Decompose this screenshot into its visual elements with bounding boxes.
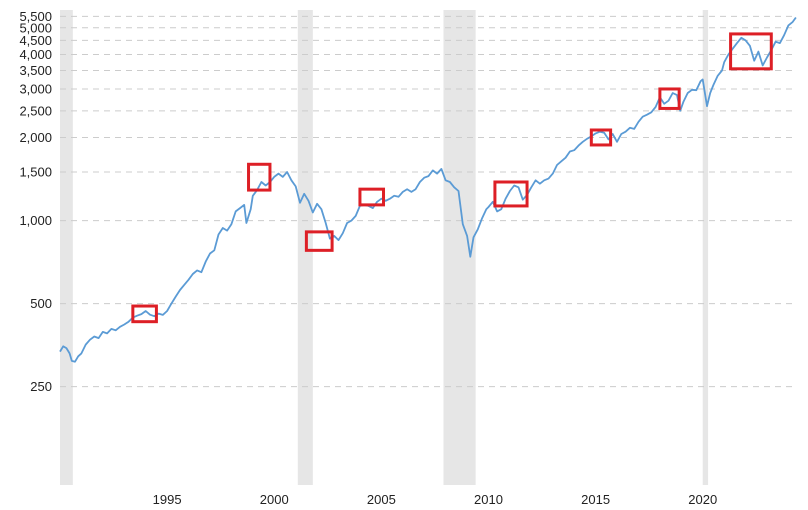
recession-band-3 (702, 10, 709, 485)
y-tick-label: 4,000 (19, 47, 52, 62)
highlight-box-3 (358, 187, 386, 207)
highlight-box-2 (304, 230, 334, 252)
y-tick-label: 1,000 (19, 213, 52, 228)
series-line-0 (59, 16, 797, 363)
x-tick-label: 2015 (581, 492, 610, 507)
horizontal-grid (60, 15, 797, 388)
y-tick-label: 1,500 (19, 165, 52, 180)
highlight-box-5 (589, 128, 613, 147)
y-tick-label: 500 (30, 296, 52, 311)
highlight-box-4 (493, 180, 529, 208)
highlight-box-0 (131, 304, 158, 324)
x-tick-label: 2010 (474, 492, 503, 507)
highlight-box-1 (247, 162, 272, 192)
y-tick-label: 3,500 (19, 63, 52, 78)
y-tick-label: 2,000 (19, 130, 52, 145)
recession-shading (60, 10, 709, 485)
x-tick-label: 2000 (260, 492, 289, 507)
x-tick-label: 2020 (688, 492, 717, 507)
y-tick-label: 250 (30, 379, 52, 394)
y-tick-label: 5,000 (19, 20, 52, 35)
y-tick-label: 3,000 (19, 81, 52, 96)
recession-band-0 (60, 10, 73, 485)
highlight-box-6 (658, 87, 681, 110)
series-layer (59, 16, 797, 363)
y-axis-ticks: 250 500 1,000 1,500 2,000 2,500 3,000 3,5004,00… (19, 9, 52, 394)
y-tick-label: 5,500 (19, 9, 52, 24)
y-tick-label: 4,500 (19, 33, 52, 48)
y-tick-label: 2,500 (19, 103, 52, 118)
recession-band-2 (443, 10, 476, 485)
x-axis-ticks: 1995 2000 2005 2010 2015 2020 (153, 492, 718, 507)
x-tick-label: 1995 (153, 492, 182, 507)
highlight-boxes (131, 32, 773, 324)
x-tick-label: 2005 (367, 492, 396, 507)
highlight-box-7 (729, 32, 773, 71)
